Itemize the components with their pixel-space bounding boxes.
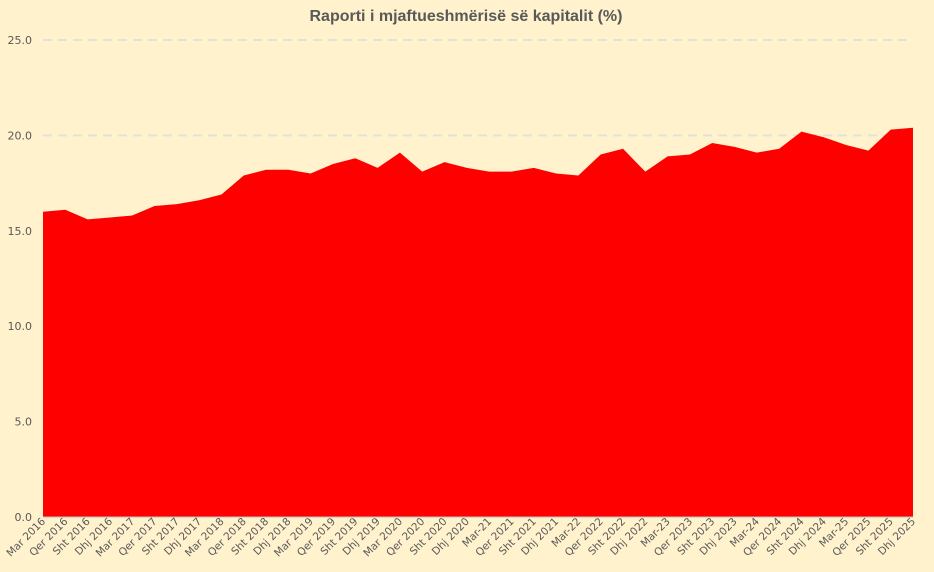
y-tick-label: 10.0 xyxy=(8,320,33,333)
y-tick-label: 5.0 xyxy=(15,416,33,429)
y-tick-label: 0.0 xyxy=(15,511,33,524)
y-tick-label: 15.0 xyxy=(8,225,33,238)
chart-title: Raporti i mjaftueshmërisë së kapitalit (… xyxy=(310,8,623,25)
data-area xyxy=(43,127,913,518)
y-axis: 0.0 5.0 10.0 15.0 20.0 25.0 xyxy=(8,34,33,524)
y-tick-label: 20.0 xyxy=(8,129,33,142)
y-tick-label: 25.0 xyxy=(8,34,33,47)
plot-area xyxy=(42,127,914,518)
